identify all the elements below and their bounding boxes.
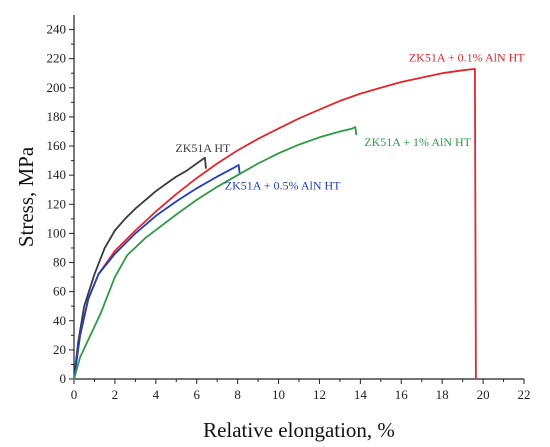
y-tick-label: 180 (47, 109, 67, 124)
x-tick-label: 2 (112, 387, 119, 402)
series-line-3 (73, 164, 241, 380)
y-tick-label: 160 (47, 138, 67, 153)
y-tick-label: 220 (47, 51, 67, 66)
y-tick-label: 0 (60, 371, 67, 386)
x-tick-label: 14 (354, 387, 368, 402)
x-tick-label: 8 (234, 387, 241, 402)
x-tick-label: 4 (153, 387, 160, 402)
y-tick-label: 60 (53, 284, 66, 299)
y-tick-label: 40 (53, 313, 66, 328)
axes (73, 15, 524, 380)
y-tick-label: 100 (47, 225, 67, 240)
x-tick-label: 10 (272, 387, 285, 402)
series-labels: ZK51A HT ZK51A + 0.1% AlN HT ZK51A + 0.5% … (175, 51, 525, 193)
series-line-1 (73, 156, 207, 380)
x-tick-label: 22 (518, 387, 531, 402)
x-tick-label: 20 (477, 387, 490, 402)
x-tick-label: 6 (193, 387, 200, 402)
x-ticks: 0 2 4 6 8 10 12 14 16 18 20 22 (71, 379, 531, 402)
series-line-2 (73, 68, 477, 380)
y-tick-label: 200 (47, 80, 67, 95)
x-tick-label: 0 (71, 387, 78, 402)
y-tick-label: 80 (53, 255, 66, 270)
series-label-2: ZK51A + 0.1% AlN HT (409, 51, 525, 65)
y-tick-label: 20 (53, 342, 66, 357)
y-tick-label: 240 (47, 22, 67, 37)
y-ticks: 0 20 40 60 80 100 120 140 160 180 200 220 240 (47, 22, 74, 386)
series-label-1: ZK51A HT (175, 141, 231, 155)
y-tick-label: 120 (47, 196, 67, 211)
series-label-4: ZK51A + 1% AlN HT (364, 135, 471, 149)
x-tick-label: 12 (313, 387, 326, 402)
series-group (73, 68, 477, 380)
x-axis-title: Relative elongation, % (203, 418, 395, 442)
series-label-3: ZK51A + 0.5% AlN HT (225, 179, 341, 193)
y-axis-title: Stress, MPa (14, 146, 38, 247)
series-line-4 (73, 126, 358, 380)
x-tick-label: 16 (395, 387, 409, 402)
x-tick-label: 18 (436, 387, 449, 402)
y-tick-label: 140 (47, 167, 67, 182)
